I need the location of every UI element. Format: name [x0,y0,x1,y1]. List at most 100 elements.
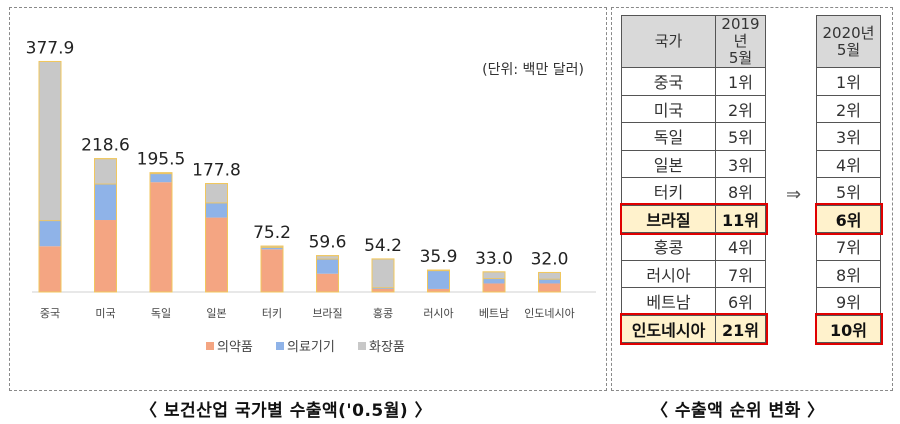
rank-2020-cell: 7위 [816,232,881,261]
bar-segment-medical-device [94,184,117,221]
rank-2020-cell: 5위 [816,177,881,206]
ranking-row-2020: 4위 [816,149,881,178]
legend-label: 의약품 [217,340,253,355]
bar-segment-pharma [150,182,172,292]
table-caption: 〈 수출액 순위 변화 〉 [651,401,825,421]
header-2019: 2019년 5월 [715,15,766,68]
rank-2020-cell: 8위 [816,259,881,288]
country-cell: 브라질 [621,204,716,233]
country-cell: 러시아 [621,259,716,288]
bar-segment-cosmetics [316,255,339,260]
ranking-row-2020: 10위 [816,314,881,343]
rank-2020-cell: 6위 [816,204,881,233]
header-country: 국가 [621,15,716,68]
ranking-table-2020: 2020년 5월 1위 2위 3위 4위 5위 6위 7위 8위 9위 10위 [816,15,881,343]
total-label: 32.0 [531,249,569,269]
bar-outline [260,245,284,293]
export-bar-chart: (단위: 백만 달러) 377.9 중국 218.6 미국 195.5 독일 177.8 일본… [26,38,596,355]
category-label: 미국 [95,307,115,320]
legend-label: 화장품 [369,340,405,355]
bar-segment-pharma [427,288,450,292]
total-label: 75.2 [253,223,291,243]
bar-segment-medical-device [372,287,394,289]
header-2020: 2020년 5월 [816,15,881,68]
bar-segment-cosmetics [94,158,117,185]
category-label: 터키 [262,307,282,320]
country-cell: 중국 [621,67,716,96]
bar-segment-pharma [205,217,228,292]
ranking-row: 미국 2위 [621,94,766,123]
total-label: 35.9 [420,247,458,267]
ranking-row-2020: 8위 [816,259,881,288]
bar-segment-medical-device [150,173,172,183]
ranking-row: 인도네시아 21위 [621,314,766,343]
ranking-row-2020: 9위 [816,287,881,316]
total-label: 195.5 [137,150,186,170]
ranking-row: 중국 1위 [621,67,766,96]
bar-segment-medical-device [483,278,505,284]
bar-outline [371,258,395,293]
rank-2019-cell: 21위 [715,314,766,343]
chart-caption: 〈 보건산업 국가별 수출액('0.5월) 〉 [140,401,433,421]
legend-swatch [206,342,214,350]
country-cell: 인도네시아 [621,314,716,343]
rank-2019-cell: 5위 [715,122,766,151]
rank-2019-cell: 4위 [715,232,766,261]
bar-outline [149,172,173,293]
rank-2020-cell: 9위 [816,287,881,316]
total-label: 33.0 [475,249,513,269]
total-label: 59.6 [309,233,347,253]
bar-outline [482,271,506,293]
ranking-row: 독일 5위 [621,122,766,151]
bar-segment-medical-device [39,220,61,247]
bar-outline [205,183,228,293]
bar-segment-cosmetics [205,183,228,204]
rank-2020-cell: 1위 [816,67,881,96]
arrow-icon: ⇒ [786,184,802,205]
country-cell: 독일 [621,122,716,151]
unit-note: (단위: 백만 달러) [482,62,584,78]
rank-2019-cell: 2위 [715,94,766,123]
country-cell: 미국 [621,94,716,123]
bar-outline [38,60,62,293]
category-label: 중국 [40,307,60,320]
rank-2020-cell: 10위 [816,314,881,343]
ranking-table-2019: 국가 2019년 5월 중국 1위 미국 2위 독일 5위 일본 3위 터키 8위 브라질 11위 홍콩 4위 러… [621,15,766,343]
ranking-row: 홍콩 4위 [621,232,766,261]
ranking-row: 베트남 6위 [621,287,766,316]
bar-segment-cosmetics [482,271,506,280]
bar-outline [538,271,561,293]
category-label: 인도네시아 [524,307,575,320]
bar-segment-pharma [39,246,61,292]
category-label: 브라질 [312,307,342,320]
country-cell: 베트남 [621,287,716,316]
rank-2020-cell: 2위 [816,94,881,123]
category-label: 독일 [151,306,171,320]
bar-outline [427,269,450,293]
chart-legend: 의약품 의료기기 화장품 [206,340,405,355]
ranking-row-2020: 2위 [816,94,881,123]
rank-2019-cell: 7위 [715,259,766,288]
ranking-row-2020: 1위 [816,67,881,96]
bar-segment-cosmetics [538,271,561,280]
total-label: 54.2 [364,236,402,256]
bar-segment-pharma [483,283,505,292]
bar-segment-pharma [261,249,283,292]
bar-segment-pharma [94,220,117,292]
bar-segment-cosmetics [38,60,62,222]
ranking-row: 터키 8위 [621,177,766,206]
ranking-row-2020: 3위 [816,122,881,151]
legend-swatch [276,342,284,350]
chart-panel [9,7,607,391]
total-label: 177.8 [192,161,241,181]
rank-2019-cell: 8위 [715,177,766,206]
rank-2019-cell: 11위 [715,204,766,233]
country-cell: 일본 [621,149,716,178]
bar-outline [316,255,339,293]
country-cell: 홍콩 [621,232,716,261]
bar-outline [94,158,117,293]
bar-segment-medical-device [205,202,228,218]
ranking-row: 일본 3위 [621,149,766,178]
ranking-row: 러시아 7위 [621,259,766,288]
country-cell: 터키 [621,177,716,206]
